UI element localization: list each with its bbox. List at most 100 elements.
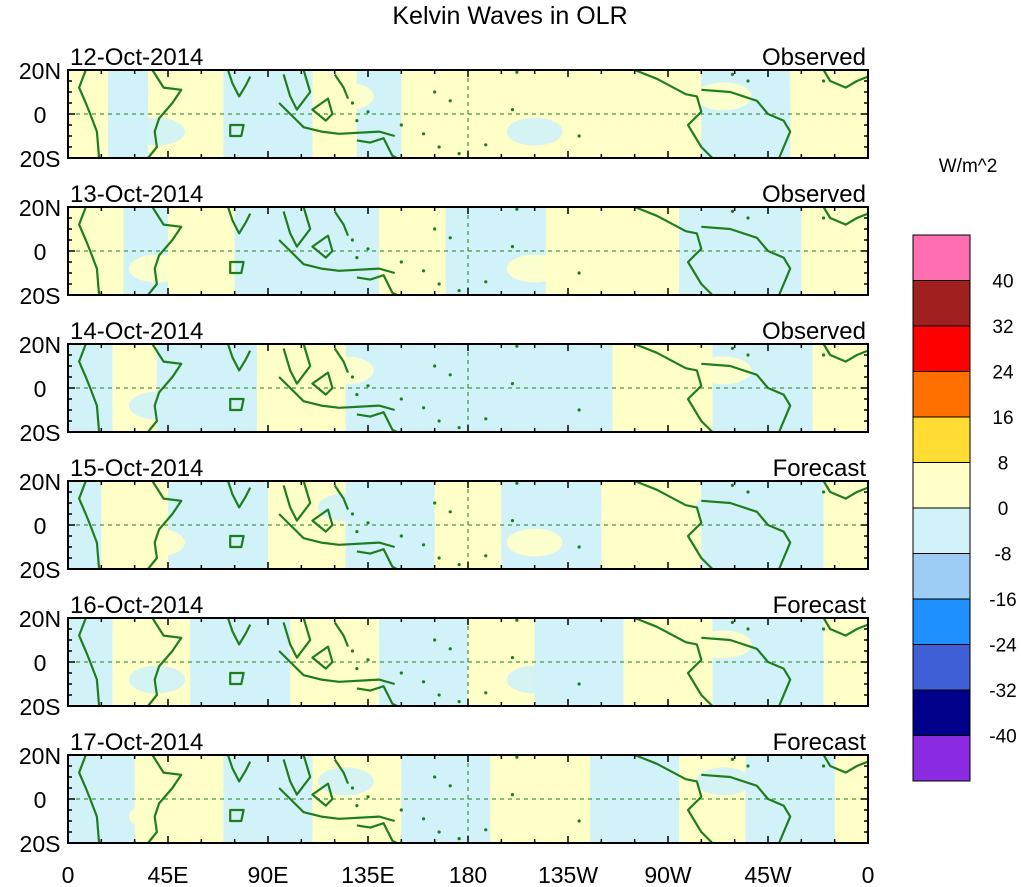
anomaly-blob — [128, 528, 185, 557]
island-dot — [433, 90, 437, 94]
colorbar-level-label: -24 — [989, 636, 1017, 657]
colorbar-level-label: -16 — [989, 590, 1016, 611]
y-tick-label: 0 — [34, 239, 47, 265]
island-dot — [484, 417, 488, 421]
colorbar-level-label: 0 — [998, 499, 1009, 520]
island-dot — [448, 99, 452, 103]
anomaly-blob — [317, 493, 374, 522]
y-tick-label: 20S — [20, 283, 61, 309]
island-dot — [448, 647, 452, 651]
island-dot — [515, 618, 519, 622]
island-dot — [355, 119, 359, 123]
island-dot — [484, 691, 488, 695]
island-dot — [448, 373, 452, 377]
island-dot — [484, 828, 488, 832]
y-tick-label: 20N — [19, 469, 61, 495]
coastline-americas-west — [634, 479, 714, 570]
coastline-indochina — [282, 617, 312, 659]
coastline-indochina — [282, 480, 312, 522]
x-tick-label: 135E — [341, 862, 395, 887]
colorbar-swatch — [912, 689, 971, 736]
colorbar-level-label: 32 — [992, 317, 1013, 338]
island-dot — [350, 238, 355, 242]
island-dot — [746, 627, 750, 631]
y-tick-label: 20S — [20, 694, 61, 720]
anomaly-blob — [317, 82, 374, 111]
island-dot — [510, 108, 515, 112]
colorbar-level-label: 8 — [998, 454, 1009, 475]
coastline-indonesia — [278, 102, 395, 138]
island-dot — [350, 375, 355, 379]
colorbar-swatch — [912, 644, 971, 691]
island-dot — [366, 247, 370, 251]
y-tick-label: 0 — [34, 102, 47, 128]
anomaly-blob — [506, 802, 563, 831]
coastline-philippines — [333, 758, 350, 785]
anomaly-blob — [128, 391, 185, 420]
panel-5: 16-Oct-2014 Forecast 20N 0 20S — [19, 592, 869, 720]
island-dot — [457, 837, 461, 841]
colorbar-level-label: -40 — [989, 727, 1016, 748]
coastline-australia — [356, 274, 398, 296]
island-dot — [366, 521, 370, 525]
coastline-chagos-box — [229, 397, 245, 412]
colorbar-swatch — [912, 598, 971, 645]
colorbar-swatch — [912, 280, 971, 327]
coastline-africa-east — [147, 69, 183, 159]
coastline-americas-west — [634, 205, 714, 296]
island-dot — [457, 152, 461, 156]
island-dot — [821, 216, 826, 220]
anomaly-blob — [506, 528, 563, 557]
anomaly-blob — [128, 254, 185, 283]
y-tick-label: 0 — [34, 513, 47, 539]
panel-date: 15-Oct-2014 — [70, 455, 203, 482]
panel-2: 13-Oct-2014 Observed 20N 0 20S — [19, 181, 869, 309]
island-dot — [437, 693, 441, 697]
island-dot — [350, 512, 355, 516]
island-dot — [433, 638, 437, 642]
coastline-chagos-box — [229, 260, 245, 275]
colorbar: W/m^2 40 32 24 16 8 0 -8 -16 -24 -32 -40 — [912, 156, 1017, 782]
panel-date: 13-Oct-2014 — [70, 181, 203, 208]
island-dot — [421, 406, 426, 410]
coastlines — [78, 205, 869, 296]
coastlines — [78, 479, 869, 570]
coastline-philippines — [333, 621, 350, 648]
island-dot — [577, 545, 581, 549]
coastline-india — [226, 206, 252, 235]
coastline-indonesia — [278, 239, 395, 275]
island-dot — [448, 236, 452, 240]
island-dot — [350, 101, 355, 105]
y-tick-label: 20N — [19, 195, 61, 221]
island-dot — [421, 543, 426, 547]
anomaly-blob — [317, 219, 374, 248]
island-dot — [515, 207, 519, 211]
x-tick-label: 90E — [248, 862, 289, 887]
coastline-africa-northwest — [822, 480, 869, 500]
panel-4: 15-Oct-2014 Forecast 20N 0 20S — [19, 455, 869, 583]
island-dot — [366, 658, 370, 662]
coastline-india — [226, 617, 252, 646]
island-dot — [515, 755, 519, 759]
island-dot — [510, 656, 515, 660]
panels-layer: 12-Oct-2014 Observed 20N 0 20S 13-Oct-2014 Obs… — [19, 44, 869, 857]
coastline-australia — [356, 685, 398, 707]
island-dot — [448, 784, 452, 788]
island-dot — [484, 554, 488, 558]
panel-6: 17-Oct-2014 Forecast 20N 0 20S — [19, 729, 869, 857]
coastline-africa-west — [78, 754, 101, 844]
island-dot — [399, 808, 403, 812]
island-dot — [730, 757, 735, 762]
coastline-africa-northwest — [822, 617, 869, 637]
colorbar-level-label: 24 — [992, 363, 1014, 384]
coastline-americas-west — [634, 342, 714, 433]
panel-3: 14-Oct-2014 Observed 20N 0 20S — [19, 318, 869, 446]
y-tick-label: 0 — [34, 787, 47, 813]
anomaly-band — [456, 344, 524, 432]
coastline-indonesia — [278, 376, 395, 412]
island-dot — [457, 563, 461, 567]
colorbar-swatch — [912, 507, 971, 554]
island-dot — [510, 382, 515, 386]
coastline-indochina — [282, 69, 312, 111]
island-dot — [484, 143, 488, 147]
